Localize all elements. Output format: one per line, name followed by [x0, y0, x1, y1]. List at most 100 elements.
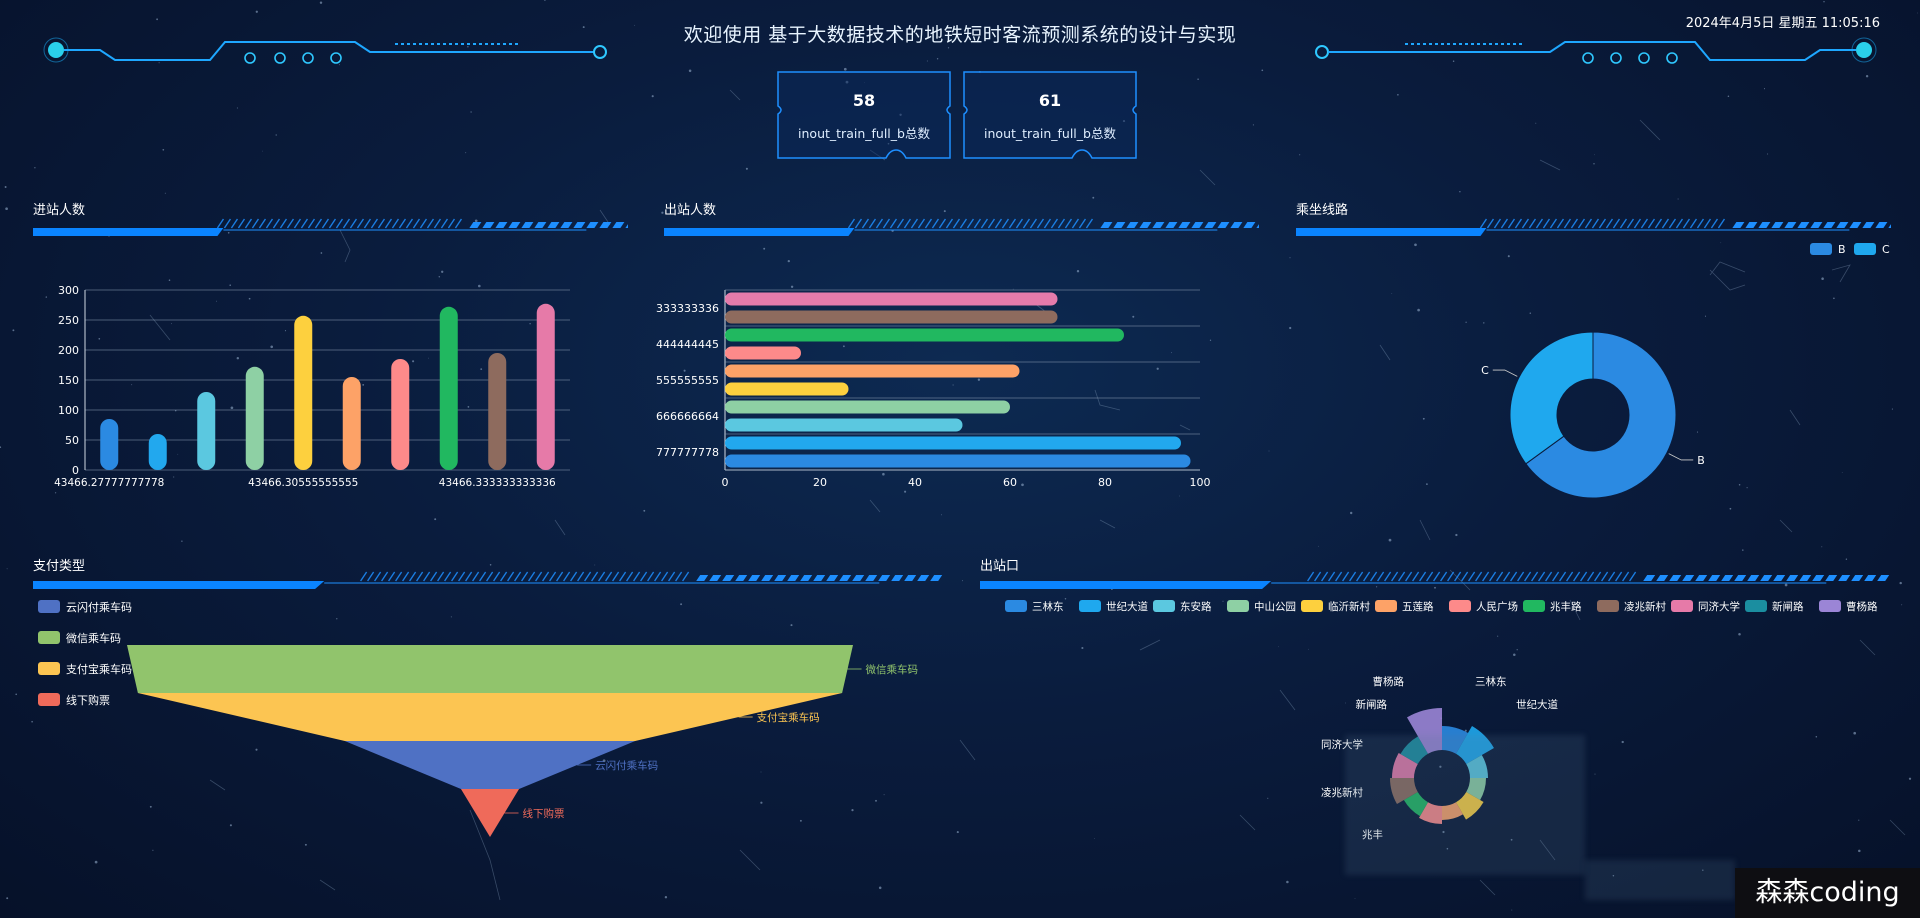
y-tick-label: 444444445 — [656, 338, 719, 351]
panel-header-bar-inbound — [33, 218, 628, 236]
slice-label: 新闸路 — [1356, 698, 1388, 711]
panel-title-inbound: 进站人数 — [33, 203, 86, 218]
bar — [391, 359, 410, 470]
slice-leader-line — [1492, 369, 1518, 377]
pie-slice — [1400, 736, 1428, 764]
slice-label: 三林东 — [1475, 675, 1507, 688]
slice-label: 同济大学 — [1321, 738, 1363, 751]
payment-funnel-chart: 云闪付乘车码微信乘车码支付宝乘车码线下购票微信乘车码支付宝乘车码云闪付乘车码线下… — [38, 600, 919, 837]
bar — [725, 328, 1124, 342]
panel-header-bar-outbound — [664, 218, 1259, 236]
y-tick-label: 50 — [65, 434, 79, 447]
legend-swatch — [1810, 243, 1832, 255]
legend-label: 微信乘车码 — [66, 631, 121, 645]
kpi-label: inout_train_full_b总数 — [798, 126, 930, 141]
legend-label: 支付宝乘车码 — [66, 662, 132, 676]
x-tick-label: 43466.333333333336 — [439, 477, 556, 489]
bar — [197, 392, 216, 470]
y-tick-label: 666666664 — [656, 410, 719, 423]
bar — [725, 454, 1191, 468]
panel-header-bar-line — [1296, 218, 1891, 236]
pie-slice — [1466, 755, 1488, 778]
legend-label: C — [1882, 243, 1890, 256]
slice-label: B — [1697, 454, 1705, 467]
legend-swatch — [38, 693, 60, 706]
pie-slice — [1456, 726, 1494, 764]
page-title: 欢迎使用 基于大数据技术的地铁短时客流预测系统的设计与实现 — [683, 24, 1237, 46]
kpi-card-inout-total-1: 58 inout_train_full_b总数 — [776, 70, 952, 160]
panel-header-bar-exit — [980, 571, 1890, 589]
panel-title-payment: 支付类型 — [33, 559, 86, 574]
legend-label: 中山公园 — [1254, 600, 1296, 613]
y-tick-label: 150 — [58, 374, 79, 387]
pie-slice — [1466, 778, 1486, 800]
bar — [439, 306, 458, 470]
bar — [725, 292, 1058, 306]
legend-label: 东安路 — [1180, 600, 1212, 613]
slice-label: C — [1481, 364, 1489, 377]
panel-title-line: 乘坐线路 — [1296, 203, 1349, 218]
funnel-level — [127, 645, 853, 693]
legend-swatch — [38, 600, 60, 613]
inbound-bar-chart: 0 50 100 150 200 250 300 43466.27777777778 43466… — [54, 284, 570, 489]
legend-label: 三林东 — [1032, 600, 1064, 613]
x-tick-label: 40 — [908, 476, 922, 489]
blurred-region — [1585, 860, 1735, 900]
bar — [100, 419, 119, 470]
slice-leader-line — [1668, 453, 1694, 461]
legend-label: 同济大学 — [1698, 600, 1740, 613]
bar — [294, 315, 313, 470]
pie-slice — [1442, 802, 1463, 820]
legend-label: 新闸路 — [1772, 600, 1804, 613]
pie-slice — [1392, 753, 1418, 778]
bar — [725, 364, 1020, 378]
bar — [148, 434, 167, 470]
x-tick-label: 43466.30555555555 — [248, 477, 358, 489]
funnel-level — [137, 693, 843, 741]
legend-swatch — [1227, 600, 1249, 612]
datetime-display: 2024年4月5日 星期五 11:05:16 — [1685, 16, 1880, 31]
x-tick-label: 20 — [813, 476, 827, 489]
bar — [725, 436, 1181, 450]
watermark-label: 森森coding — [1735, 868, 1920, 918]
pie-slice — [1407, 708, 1442, 754]
legend-swatch — [1671, 600, 1693, 612]
legend-swatch — [1005, 600, 1027, 612]
bar — [245, 366, 264, 470]
kpi-value: 58 — [852, 91, 876, 110]
legend-swatch — [1079, 600, 1101, 612]
legend-label: 临沂新村 — [1328, 600, 1370, 613]
y-tick-label: 100 — [58, 404, 79, 417]
legend-swatch — [1597, 600, 1619, 612]
legend-swatch — [1745, 600, 1767, 612]
legend-label: 曹杨路 — [1846, 600, 1878, 613]
kpi-label: inout_train_full_b总数 — [984, 126, 1116, 141]
funnel-level — [344, 741, 636, 789]
bar — [725, 400, 1010, 414]
y-tick-label: 300 — [58, 284, 79, 297]
y-tick-label: 0 — [72, 464, 79, 477]
funnel-label: 微信乘车码 — [866, 663, 919, 676]
funnel-level — [460, 789, 520, 837]
legend-label: 云闪付乘车码 — [66, 600, 132, 614]
y-tick-label: 250 — [58, 314, 79, 327]
header-decoration-right — [1315, 37, 1877, 64]
panel-title-outbound: 出站人数 — [664, 203, 717, 218]
pie-slice — [1390, 778, 1418, 804]
y-tick-label: 200 — [58, 344, 79, 357]
funnel-label: 线下购票 — [523, 807, 565, 820]
x-tick-label: 43466.27777777778 — [54, 477, 164, 489]
kpi-frame-icon — [777, 71, 951, 159]
funnel-label: 云闪付乘车码 — [595, 759, 658, 772]
legend-label: 凌兆新村 — [1624, 600, 1666, 613]
kpi-card-inout-total-2: 61 inout_train_full_b总数 — [962, 70, 1138, 160]
x-tick-label: 60 — [1003, 476, 1017, 489]
bar — [725, 418, 963, 432]
legend-swatch — [38, 662, 60, 675]
legend-label: 兆丰路 — [1550, 600, 1582, 613]
bar — [488, 353, 507, 470]
y-tick-label: 333333336 — [656, 302, 719, 315]
blurred-region — [1345, 735, 1585, 875]
legend-label: B — [1838, 243, 1846, 256]
legend-swatch — [38, 631, 60, 644]
